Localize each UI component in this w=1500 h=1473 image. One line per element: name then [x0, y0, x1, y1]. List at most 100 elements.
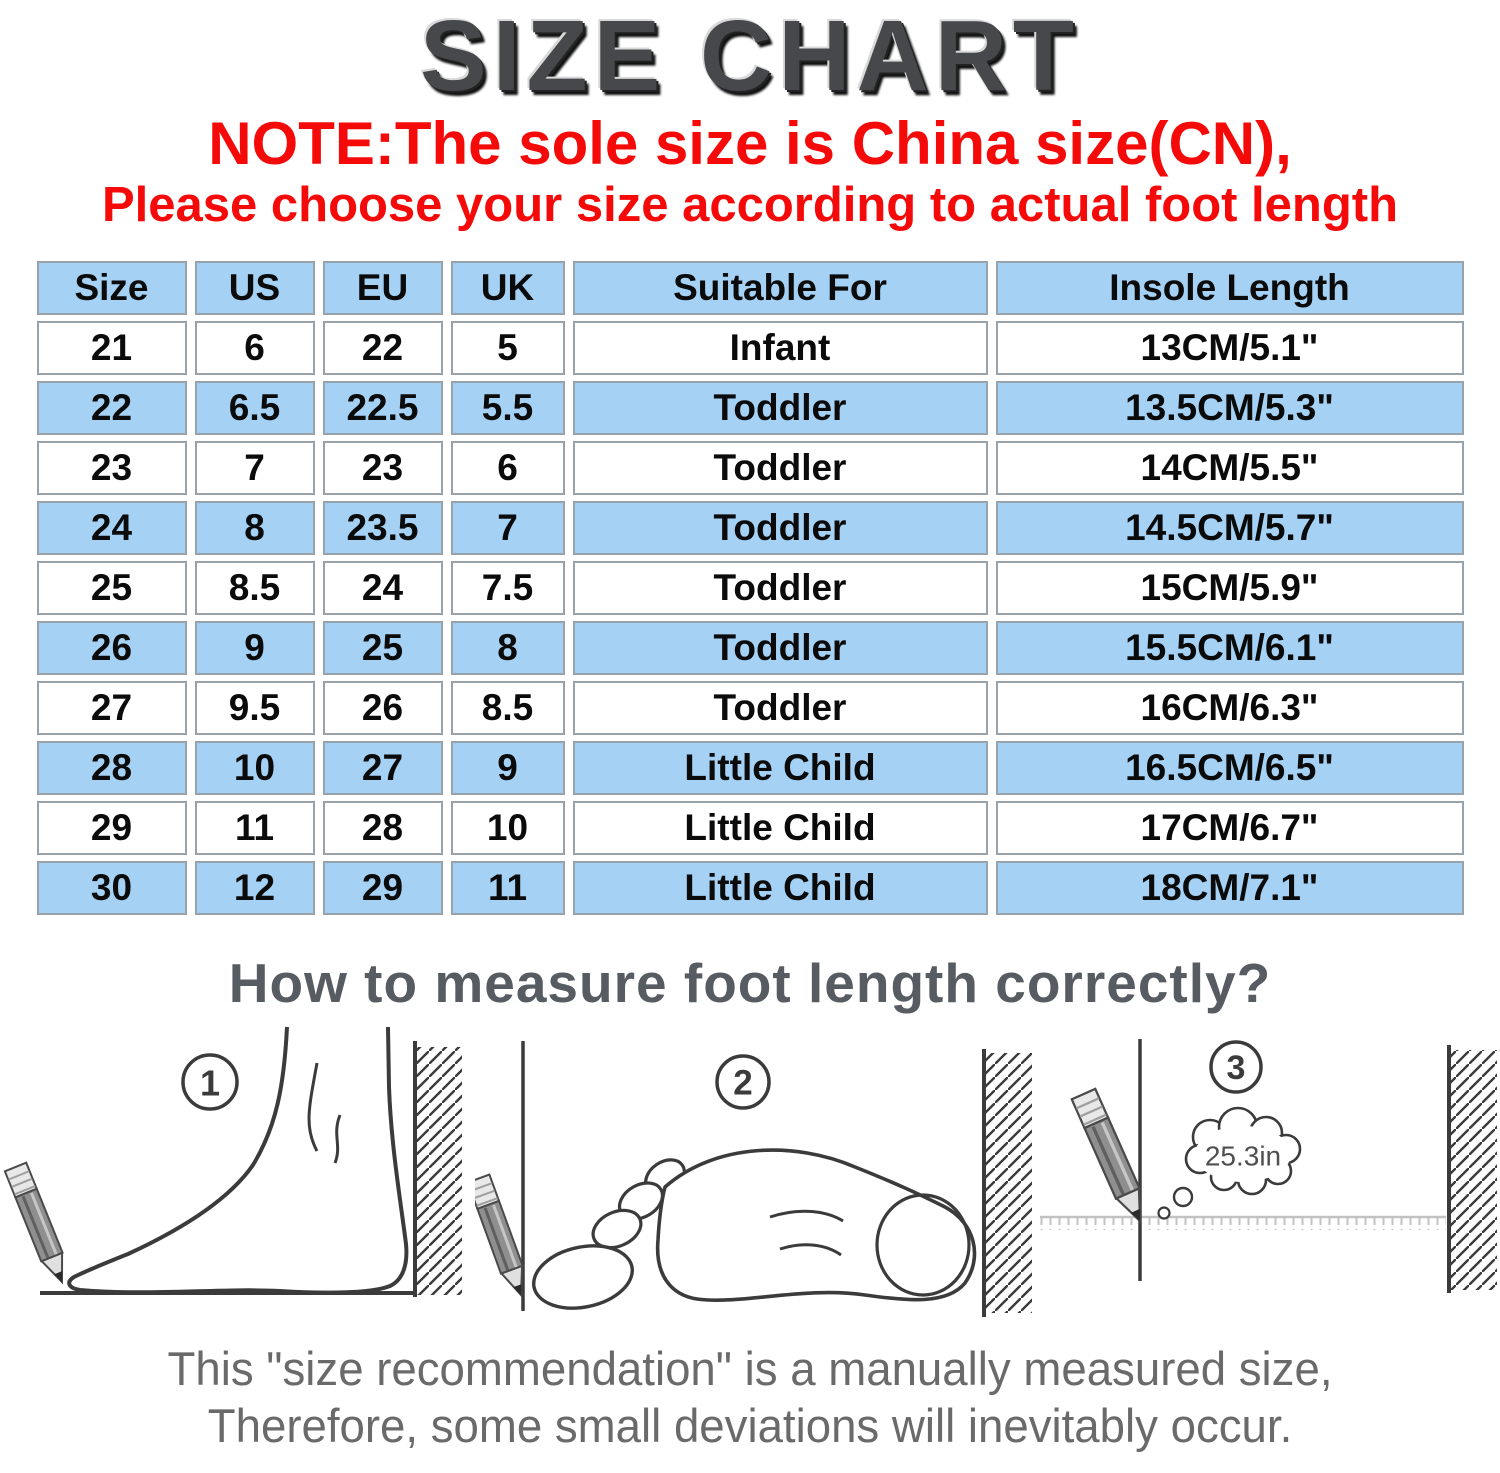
table-cell: Little Child — [572, 861, 988, 916]
table-cell: 27 — [36, 681, 187, 736]
size-table: Size US EU UK Suitable For Insole Length… — [29, 255, 1472, 921]
foot-side-outline — [67, 1027, 409, 1296]
step-circle — [1209, 1040, 1263, 1095]
pencil-icon — [3, 1161, 64, 1285]
table-cell: 8 — [194, 501, 315, 556]
table-cell: Toddler — [572, 441, 988, 496]
table-cell: 5.5 — [450, 381, 565, 436]
heel-pad — [875, 1193, 971, 1298]
toe-outline — [591, 1209, 643, 1250]
sole-crease — [779, 1243, 842, 1257]
note-line-2: Please choose your size according to act… — [101, 178, 1399, 232]
table-cell: Toddler — [572, 621, 988, 676]
col-header-us: US — [194, 261, 315, 316]
table-cell: 18CM/7.1" — [995, 861, 1464, 916]
measure-illustrations: 1 2 — [0, 1025, 1500, 1325]
table-row: 25 8.5 24 7.5 Toddler 15CM/5.9" — [36, 561, 1464, 616]
table-cell: 7 — [450, 501, 565, 556]
table-cell: Toddler — [572, 561, 988, 616]
measure-step1-illustration: 1 — [3, 1027, 462, 1298]
table-cell: 14CM/5.5" — [995, 441, 1464, 496]
table-cell: 8.5 — [194, 561, 315, 616]
size-table-body: 21 6 22 5 Infant 13CM/5.1" 22 6.5 22.5 5.5 Toddler… — [36, 321, 1464, 916]
table-row: 29 11 28 10 Little Child 17CM/6.7" — [36, 801, 1464, 856]
table-cell: 11 — [450, 861, 565, 916]
table-cell: Toddler — [572, 681, 988, 736]
note-line-1: NOTE:The sole size is China size(CN), — [208, 110, 1292, 177]
table-row: 30 12 29 11 Little Child 18CM/7.1" — [36, 861, 1464, 916]
table-cell: 15CM/5.9" — [995, 561, 1464, 616]
ankle-crease — [307, 1063, 319, 1153]
table-row: 28 10 27 9 Little Child 16.5CM/6.5" — [36, 741, 1464, 796]
table-header-row: Size US EU UK Suitable For Insole Length — [36, 261, 1464, 316]
foot-sole-outline — [655, 1148, 977, 1303]
table-cell: 22.5 — [322, 381, 443, 436]
table-cell: 25 — [322, 621, 443, 676]
page-title: SIZE CHART — [420, 0, 1080, 112]
big-toe-outline — [531, 1244, 635, 1311]
table-cell: 22 — [322, 321, 443, 376]
table-cell: 6.5 — [194, 381, 315, 436]
table-cell: 24 — [36, 501, 187, 556]
table-cell: 17CM/6.7" — [995, 801, 1464, 856]
table-cell: 26 — [322, 681, 443, 736]
table-cell: 13CM/5.1" — [995, 321, 1464, 376]
table-cell: 25 — [36, 561, 187, 616]
table-cell: Toddler — [572, 501, 988, 556]
thought-bubble: 25.3in — [1157, 1107, 1302, 1221]
col-header-size: Size — [36, 261, 187, 316]
table-cell: 15.5CM/6.1" — [995, 621, 1464, 676]
table-cell: 13.5CM/5.3" — [995, 381, 1464, 436]
table-cell: 7.5 — [450, 561, 565, 616]
step-number-3: 3 — [1227, 1049, 1246, 1087]
wall-hatch — [986, 1053, 1032, 1314]
table-row: 23 7 23 6 Toddler 14CM/5.5" — [36, 441, 1464, 496]
wall-hatch — [1451, 1050, 1497, 1291]
table-cell: Toddler — [572, 381, 988, 436]
measure-heading: How to measure foot length correctly? — [228, 952, 1272, 1015]
table-cell: 9.5 — [194, 681, 315, 736]
disclaimer-line-2: Therefore, some small deviations will in… — [207, 1398, 1293, 1452]
table-cell: 12 — [194, 861, 315, 916]
col-header-eu: EU — [322, 261, 443, 316]
table-cell: 9 — [450, 741, 565, 796]
step-number-1: 1 — [200, 1063, 220, 1104]
measure-step3-illustration: 25.3in 3 — [1040, 1039, 1497, 1294]
table-cell: 9 — [194, 621, 315, 676]
sole-crease — [769, 1210, 844, 1223]
table-cell: 6 — [194, 321, 315, 376]
ankle-crease — [333, 1114, 342, 1164]
table-cell: 5 — [450, 321, 565, 376]
col-header-suitable-for: Suitable For — [572, 261, 988, 316]
table-cell: Little Child — [572, 801, 988, 856]
table-cell: 7 — [194, 441, 315, 496]
measure-step2-illustration: 2 — [475, 1041, 1032, 1318]
ruler-ticks — [1040, 1218, 1446, 1231]
table-cell: 14.5CM/5.7" — [995, 501, 1464, 556]
table-cell: 23 — [322, 441, 443, 496]
col-header-uk: UK — [450, 261, 565, 316]
table-row: 21 6 22 5 Infant 13CM/5.1" — [36, 321, 1464, 376]
table-cell: 29 — [36, 801, 187, 856]
table-cell: Infant — [572, 321, 988, 376]
table-cell: 24 — [322, 561, 443, 616]
table-cell: 30 — [36, 861, 187, 916]
disclaimer-line-1: This "size recommendation" is a manually… — [167, 1342, 1333, 1396]
table-row: 22 6.5 22.5 5.5 Toddler 13.5CM/5.3" — [36, 381, 1464, 436]
step-circle — [181, 1053, 239, 1112]
table-cell: 8.5 — [450, 681, 565, 736]
table-cell: 26 — [36, 621, 187, 676]
table-cell: 28 — [322, 801, 443, 856]
pencil-icon — [475, 1173, 524, 1298]
table-cell: 6 — [450, 441, 565, 496]
table-cell: 27 — [322, 741, 443, 796]
table-cell: 21 — [36, 321, 187, 376]
table-cell: 16CM/6.3" — [995, 681, 1464, 736]
table-cell: 22 — [36, 381, 187, 436]
pencil-icon — [1070, 1087, 1142, 1225]
bubble-measurement-text: 25.3in — [1205, 1141, 1281, 1172]
table-row: 24 8 23.5 7 Toddler 14.5CM/5.7" — [36, 501, 1464, 556]
table-cell: 23.5 — [322, 501, 443, 556]
table-cell: 29 — [322, 861, 443, 916]
disclaimer-text: This "size recommendation" is a manually… — [23, 1341, 1478, 1454]
